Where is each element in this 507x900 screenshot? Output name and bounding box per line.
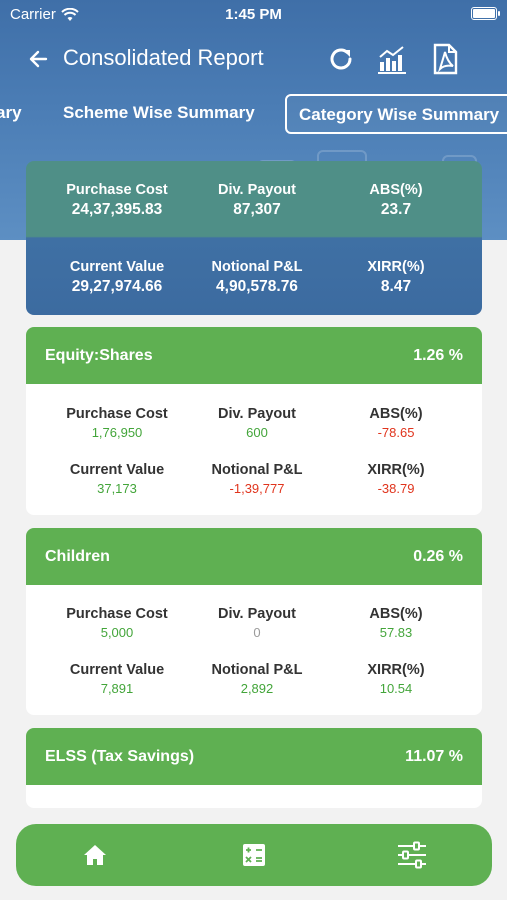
- summary-xirr: XIRR(%) 8.47: [320, 258, 472, 298]
- div-payout-label: Div. Payout: [218, 606, 296, 622]
- abs-label: ABS(%): [369, 606, 423, 622]
- app-bar: Consolidated Report: [0, 38, 507, 80]
- notional-pl-label: Notional P&L: [211, 259, 303, 275]
- category-header: Children 0.26 %: [26, 528, 482, 585]
- xirr-value: 8.47: [380, 278, 412, 295]
- filter-sliders-icon[interactable]: [394, 838, 430, 872]
- category-card-equity-shares[interactable]: Equity:Shares 1.26 % Purchase Cost 1,76,…: [26, 327, 482, 515]
- tab-summary[interactable]: ary: [0, 103, 22, 122]
- notional-pl-value: 2,892: [240, 681, 274, 696]
- abs: ABS(%) -78.65: [320, 405, 472, 443]
- abs-label: ABS(%): [369, 406, 423, 422]
- tab-category-wise-summary[interactable]: Category Wise Summary: [285, 94, 507, 134]
- xirr-label: XIRR(%): [367, 259, 425, 275]
- home-icon[interactable]: [77, 838, 113, 872]
- current-value-label: Current Value: [69, 259, 165, 275]
- summary-card: Purchase Cost 24,37,395.83 Div. Payout 8…: [26, 161, 482, 315]
- abs-label: ABS(%): [369, 182, 423, 198]
- category-header: Equity:Shares 1.26 %: [26, 327, 482, 384]
- summary-div-payout: Div. Payout 87,307: [181, 181, 333, 221]
- abs-value: 23.7: [380, 201, 412, 218]
- status-time: 1:45 PM: [225, 6, 282, 23]
- chart-icon[interactable]: [375, 42, 409, 76]
- category-header: ELSS (Tax Savings) 11.07 %: [26, 728, 482, 785]
- summary-abs: ABS(%) 23.7: [320, 181, 472, 221]
- wifi-icon: [61, 7, 79, 21]
- div-payout-label: Div. Payout: [218, 406, 296, 422]
- category-name: Equity:Shares: [45, 347, 153, 364]
- current-value: Current Value 37,173: [41, 461, 193, 499]
- div-payout-label: Div. Payout: [218, 182, 296, 198]
- category-name: Children: [45, 548, 110, 565]
- purchase-cost-label: Purchase Cost: [66, 182, 168, 198]
- page-title: Consolidated Report: [63, 45, 264, 70]
- carrier-info: Carrier: [10, 6, 79, 23]
- category-percent: 1.26 %: [413, 347, 463, 364]
- purchase-cost: Purchase Cost 1,76,950: [41, 405, 193, 443]
- abs-value: -78.65: [377, 425, 415, 440]
- current-value-label: Current Value: [69, 662, 165, 678]
- purchase-cost: Purchase Cost 5,000: [41, 605, 193, 643]
- category-card-children[interactable]: Children 0.26 % Purchase Cost 5,000 Div.…: [26, 528, 482, 715]
- calculator-icon[interactable]: [236, 838, 272, 872]
- refresh-icon[interactable]: [324, 42, 358, 76]
- battery-icon: [471, 7, 500, 20]
- notional-pl: Notional P&L 2,892: [181, 661, 333, 699]
- summary-purchase-cost: Purchase Cost 24,37,395.83: [41, 181, 193, 221]
- bottom-navigation: [16, 824, 492, 886]
- notional-pl: Notional P&L -1,39,777: [181, 461, 333, 499]
- current-value: Current Value 7,891: [41, 661, 193, 699]
- div-payout-value: 0: [253, 625, 261, 640]
- div-payout-value: 87,307: [233, 201, 281, 218]
- back-arrow-icon[interactable]: [26, 46, 52, 72]
- notional-pl-label: Notional P&L: [211, 662, 303, 678]
- summary-notional-pl: Notional P&L 4,90,578.76: [181, 258, 333, 298]
- current-value-value: 7,891: [100, 681, 134, 696]
- div-payout: Div. Payout 0: [181, 605, 333, 643]
- current-value-value: 29,27,974.66: [71, 278, 163, 295]
- xirr-value: 10.54: [379, 681, 413, 696]
- category-percent: 11.07 %: [405, 748, 463, 765]
- tab-bar: ary Scheme Wise Summary Category Wise Su…: [0, 94, 507, 134]
- xirr: XIRR(%) -38.79: [320, 461, 472, 499]
- purchase-cost-label: Purchase Cost: [66, 606, 168, 622]
- purchase-cost-value: 5,000: [100, 625, 134, 640]
- xirr-label: XIRR(%): [367, 462, 425, 478]
- abs: ABS(%) 57.83: [320, 605, 472, 643]
- pdf-icon[interactable]: [428, 42, 462, 76]
- current-value-value: 37,173: [97, 481, 137, 496]
- notional-pl-value: -1,39,777: [229, 481, 285, 496]
- current-value-label: Current Value: [69, 462, 165, 478]
- xirr: XIRR(%) 10.54: [320, 661, 472, 699]
- summary-current-value: Current Value 29,27,974.66: [41, 258, 193, 298]
- category-card-elss[interactable]: ELSS (Tax Savings) 11.07 %: [26, 728, 482, 808]
- status-bar: Carrier 1:45 PM: [0, 0, 507, 28]
- carrier-label: Carrier: [10, 6, 56, 23]
- notional-pl-label: Notional P&L: [211, 462, 303, 478]
- tab-scheme-wise-summary[interactable]: Scheme Wise Summary: [63, 103, 255, 122]
- category-name: ELSS (Tax Savings): [45, 748, 195, 765]
- notional-pl-value: 4,90,578.76: [216, 278, 298, 295]
- category-percent: 0.26 %: [413, 548, 463, 565]
- div-payout-value: 600: [246, 425, 268, 440]
- purchase-cost-value: 1,76,950: [91, 425, 143, 440]
- purchase-cost-value: 24,37,395.83: [71, 201, 163, 218]
- xirr-label: XIRR(%): [367, 662, 425, 678]
- abs-value: 57.83: [379, 625, 413, 640]
- xirr-value: -38.79: [377, 481, 415, 496]
- purchase-cost-label: Purchase Cost: [66, 406, 168, 422]
- div-payout: Div. Payout 600: [181, 405, 333, 443]
